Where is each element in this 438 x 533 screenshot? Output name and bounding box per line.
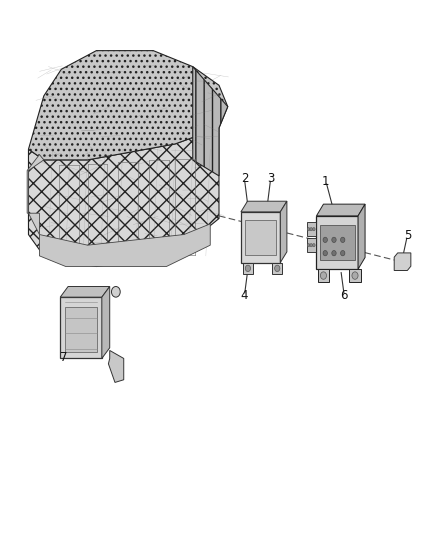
Polygon shape bbox=[39, 224, 210, 266]
Polygon shape bbox=[102, 287, 110, 358]
Polygon shape bbox=[316, 204, 365, 216]
Polygon shape bbox=[60, 297, 102, 358]
Circle shape bbox=[312, 228, 315, 231]
Circle shape bbox=[245, 265, 251, 271]
Polygon shape bbox=[109, 351, 124, 383]
Circle shape bbox=[312, 244, 315, 247]
Text: 4: 4 bbox=[240, 289, 248, 302]
Circle shape bbox=[111, 287, 120, 297]
FancyBboxPatch shape bbox=[243, 262, 253, 274]
Text: 1: 1 bbox=[322, 175, 330, 188]
Text: 5: 5 bbox=[404, 229, 411, 242]
Circle shape bbox=[332, 251, 336, 256]
Polygon shape bbox=[316, 216, 358, 269]
Circle shape bbox=[307, 244, 310, 247]
FancyBboxPatch shape bbox=[318, 269, 329, 282]
Polygon shape bbox=[394, 253, 411, 271]
Polygon shape bbox=[27, 155, 44, 235]
Circle shape bbox=[352, 272, 358, 279]
Polygon shape bbox=[28, 128, 219, 266]
Circle shape bbox=[310, 228, 313, 231]
Circle shape bbox=[321, 272, 326, 279]
Polygon shape bbox=[241, 201, 287, 212]
Polygon shape bbox=[241, 212, 280, 262]
Circle shape bbox=[323, 237, 328, 243]
Circle shape bbox=[341, 237, 345, 243]
Circle shape bbox=[341, 251, 345, 256]
Polygon shape bbox=[280, 201, 287, 262]
Polygon shape bbox=[193, 67, 228, 176]
FancyBboxPatch shape bbox=[307, 238, 316, 252]
Text: 7: 7 bbox=[60, 351, 67, 364]
FancyBboxPatch shape bbox=[307, 222, 316, 236]
FancyBboxPatch shape bbox=[320, 225, 354, 260]
FancyBboxPatch shape bbox=[272, 262, 282, 274]
FancyBboxPatch shape bbox=[65, 306, 97, 352]
Circle shape bbox=[332, 237, 336, 243]
Circle shape bbox=[323, 251, 328, 256]
Text: 3: 3 bbox=[267, 172, 274, 185]
FancyBboxPatch shape bbox=[350, 269, 360, 282]
Text: 6: 6 bbox=[340, 289, 348, 302]
Polygon shape bbox=[60, 287, 110, 297]
Polygon shape bbox=[358, 204, 365, 269]
Circle shape bbox=[307, 228, 310, 231]
Polygon shape bbox=[28, 51, 228, 160]
Text: 2: 2 bbox=[240, 172, 248, 185]
Circle shape bbox=[310, 244, 313, 247]
FancyBboxPatch shape bbox=[245, 220, 276, 254]
Circle shape bbox=[275, 265, 280, 271]
